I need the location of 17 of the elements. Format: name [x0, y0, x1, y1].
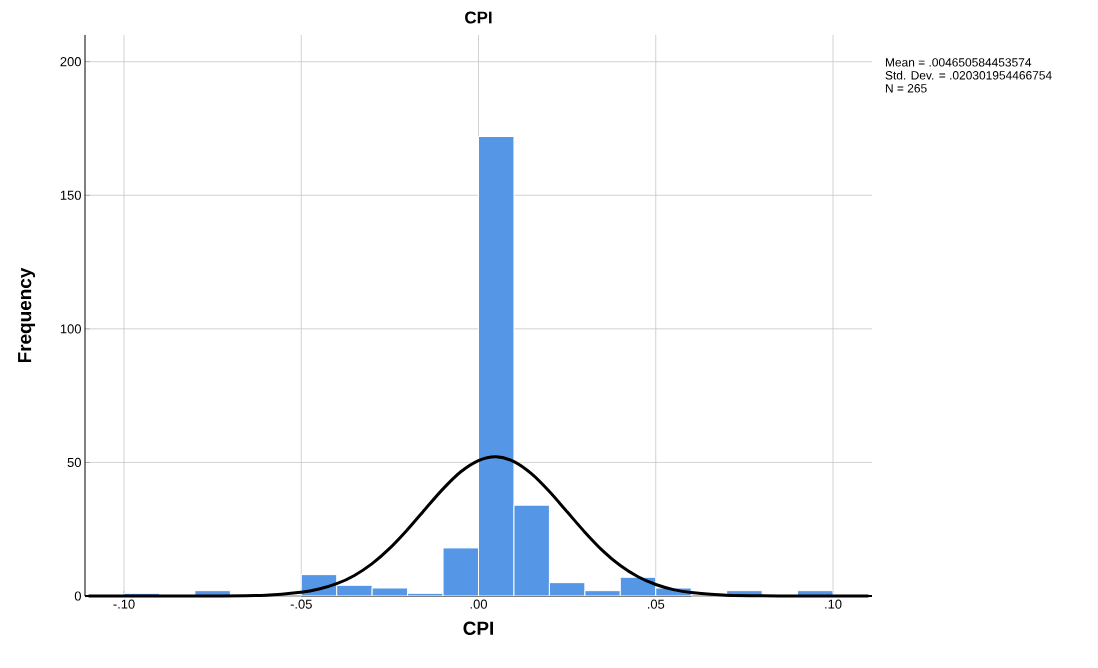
y-tick-label: 50 [67, 457, 81, 468]
text: Std. Dev. = .020301954466754 [885, 70, 1052, 80]
y-axis-title: Frequency [18, 267, 36, 363]
text: N = 265 [885, 84, 927, 93]
x-tick-label: .00 [470, 599, 488, 609]
x-tick-label: -.05 [290, 599, 312, 609]
y-tick-label: 200 [60, 57, 81, 67]
chart-title: CPI [465, 11, 492, 24]
x-tick-label: .10 [825, 599, 842, 609]
y-tick-label: 150 [60, 190, 81, 200]
y-tick-label: 0 [74, 591, 81, 601]
x-tick-label: .05 [647, 599, 665, 609]
x-axis-title: CPI [463, 621, 493, 635]
x-tick-label: -.10 [113, 599, 135, 609]
text: Mean = .004650584453574 [885, 58, 1032, 67]
y-tick-label: 100 [60, 324, 81, 334]
line-series [87, 455, 870, 598]
